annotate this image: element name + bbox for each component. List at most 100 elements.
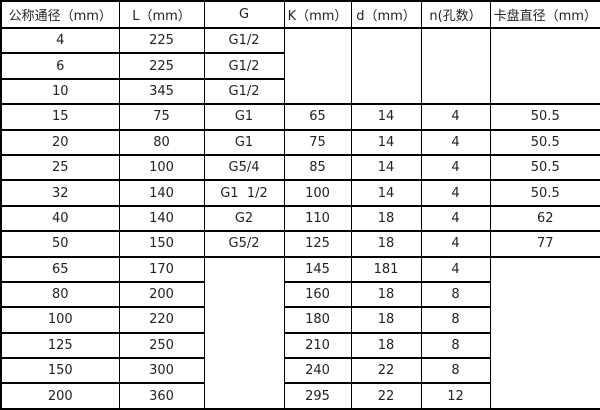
table-cell: 295	[283, 382, 352, 410]
table-cell: 14	[350, 153, 422, 182]
table-row: 4 225 G1/2	[0, 26, 600, 106]
table-cell: 85	[283, 153, 352, 182]
table-row: 65 170 145 181 4	[0, 255, 600, 410]
table-cell: 145	[283, 255, 352, 283]
table-cell: 80	[0, 280, 120, 309]
table-cell: 14	[350, 103, 422, 131]
table-cell: 240	[283, 357, 352, 385]
table-cell: 14	[350, 128, 422, 156]
table-cell: 50.5	[489, 128, 600, 156]
table-cell: 12	[420, 382, 491, 410]
table-cell	[489, 255, 600, 410]
table-row: 10 345 G1/2	[0, 77, 600, 106]
table-cell: G1/2	[203, 52, 285, 80]
table-cell: 220	[118, 306, 205, 334]
table-cell: 360	[118, 382, 205, 410]
table-cell: 125	[283, 230, 352, 258]
table-cell: 14	[350, 179, 422, 207]
table-row: 50 150 G5/2 125 18 4 77	[0, 230, 600, 258]
table-cell: 8	[420, 357, 491, 385]
table-cell: 300	[118, 357, 205, 385]
table-cell: G1/2	[203, 77, 285, 106]
table-cell: G2	[203, 204, 285, 233]
table-cell: 150	[118, 230, 205, 258]
table-cell: 250	[118, 331, 205, 360]
table-cell: 8	[420, 331, 491, 360]
table-cell: 4	[420, 204, 491, 233]
table-row: 40 140 G2 110 18 4 62	[0, 204, 600, 233]
table-cell: 22	[350, 382, 422, 410]
table-cell: 210	[283, 331, 352, 360]
table-cell: 18	[350, 204, 422, 233]
table-cell: 25	[0, 153, 120, 182]
table-cell	[420, 26, 491, 106]
table-row: 200 360 295 22 12	[0, 382, 600, 410]
table-row: 6 225 G1/2	[0, 52, 600, 80]
table-cell: G1 1/2	[203, 179, 285, 207]
table-cell: 22	[350, 357, 422, 385]
table-row: 25 100 G5/4 85 14 4 50.5	[0, 153, 600, 182]
table-row: 150 300 240 22 8	[0, 357, 600, 385]
table-cell: 32	[0, 179, 120, 207]
table-row: 80 200 160 18 8	[0, 280, 600, 309]
table-cell: 100	[118, 153, 205, 182]
table-cell: 4	[420, 255, 491, 283]
table-cell: 40	[0, 204, 120, 233]
table-cell: 8	[420, 306, 491, 334]
table-cell	[203, 255, 285, 410]
table-cell: 181	[350, 255, 422, 283]
table-body: 4 225 G1/2 6 225 G1/2 10 345 G1/2 15 75 G1 65 14 4 50.5…	[0, 26, 600, 410]
table-cell: 62	[489, 204, 600, 233]
table-cell: 4	[420, 103, 491, 131]
header-row: 公称通径（mm） L（mm） G K（mm） d（mm） n(孔数） 卡盘直径（mm）	[0, 0, 600, 29]
table-cell: 65	[0, 255, 120, 283]
table-cell: 160	[283, 280, 352, 309]
column-header-4: d（mm）	[350, 0, 422, 29]
table-cell: 18	[350, 306, 422, 334]
table-cell: 110	[283, 204, 352, 233]
table-cell	[350, 26, 422, 106]
table-cell: 18	[350, 230, 422, 258]
column-header-3: K（mm）	[283, 0, 352, 29]
table-cell: G5/2	[203, 230, 285, 258]
table-cell: 100	[0, 306, 120, 334]
table-cell: 75	[118, 103, 205, 131]
table-cell: 50.5	[489, 179, 600, 207]
table-cell: 200	[0, 382, 120, 410]
table-row: 15 75 G1 65 14 4 50.5	[0, 103, 600, 131]
table-cell: 100	[283, 179, 352, 207]
table-cell: G1	[203, 128, 285, 156]
table-cell: 140	[118, 179, 205, 207]
column-header-5: n(孔数）	[420, 0, 491, 29]
table-cell: 6	[0, 52, 120, 80]
table-cell: 225	[118, 52, 205, 80]
table-cell: 4	[420, 153, 491, 182]
table-header: 公称通径（mm） L（mm） G K（mm） d（mm） n(孔数） 卡盘直径（mm）	[0, 0, 600, 29]
table-cell: 77	[489, 230, 600, 258]
table-cell: 18	[350, 331, 422, 360]
column-header-6: 卡盘直径（mm）	[489, 0, 600, 29]
table-row: 125 250 210 18 8	[0, 331, 600, 360]
table-cell: G5/4	[203, 153, 285, 182]
table-cell: 4	[420, 230, 491, 258]
table-cell	[283, 26, 352, 106]
table-cell: 225	[118, 26, 205, 55]
table-cell: 18	[350, 280, 422, 309]
table-cell: 50.5	[489, 153, 600, 182]
column-header-2: G	[203, 0, 285, 29]
table-row: 100 220 180 18 8	[0, 306, 600, 334]
table-cell: 20	[0, 128, 120, 156]
table-cell: 65	[283, 103, 352, 131]
table-cell: 50	[0, 230, 120, 258]
table-cell: 200	[118, 280, 205, 309]
table-cell: 80	[118, 128, 205, 156]
table-cell: 150	[0, 357, 120, 385]
table-cell: 50.5	[489, 103, 600, 131]
table-cell: 4	[0, 26, 120, 55]
table-cell: 140	[118, 204, 205, 233]
table-cell: 170	[118, 255, 205, 283]
table-cell: G1	[203, 103, 285, 131]
column-header-0: 公称通径（mm）	[0, 0, 120, 29]
table-cell	[489, 26, 600, 106]
